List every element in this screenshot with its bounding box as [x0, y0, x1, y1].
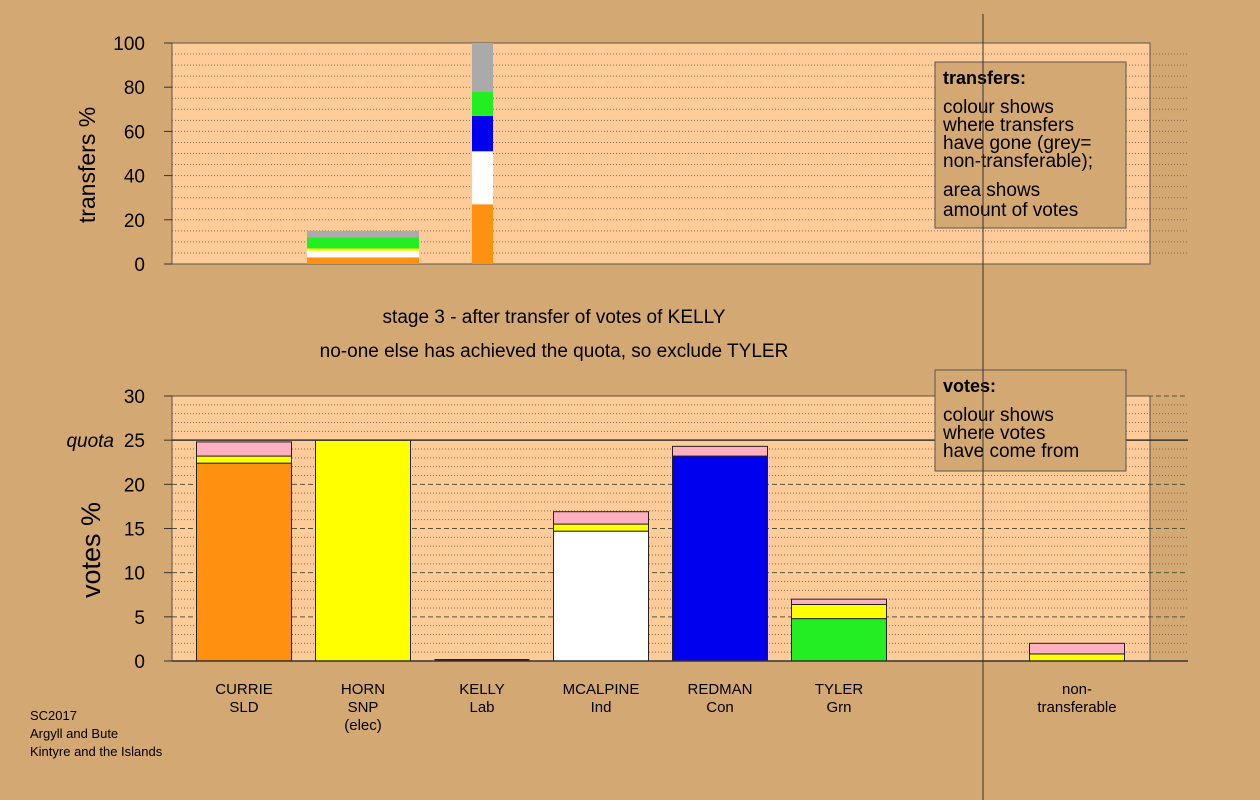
- transfers-y-tick-label: 100: [113, 34, 145, 55]
- footer-text: Kintyre and the Islands: [30, 744, 163, 759]
- transfer-bar-segment: [472, 115, 493, 152]
- candidate-party-label: transferable: [1037, 699, 1116, 716]
- stage-subtitle: no-one else has achieved the quota, so e…: [320, 341, 789, 362]
- votes-y-tick-label: 5: [134, 608, 145, 629]
- transfer-bar-segment: [472, 204, 493, 264]
- vote-bar-segment: [196, 441, 292, 457]
- transfers-y-tick-label: 20: [124, 211, 145, 232]
- transfers-legend-text: where transfers: [942, 115, 1074, 136]
- transfers-y-tick-label: 0: [134, 255, 145, 276]
- transfers-legend-text: amount of votes: [943, 200, 1078, 221]
- candidate-party-label: Grn: [826, 699, 851, 716]
- vote-bar-segment: [672, 445, 768, 457]
- transfer-bar-segment: [307, 250, 419, 258]
- stage-title: stage 3 - after transfer of votes of KEL…: [383, 307, 726, 328]
- vote-bar-segment: [1029, 653, 1125, 662]
- vote-bar-segment: [672, 455, 768, 662]
- vote-bar-segment: [553, 511, 649, 525]
- footer-text: Argyll and Bute: [30, 726, 118, 741]
- transfers-y-tick-label: 80: [124, 78, 145, 99]
- transfers-legend-text: have gone (grey=: [943, 133, 1091, 154]
- vote-bar-segment: [553, 530, 649, 662]
- candidate-party-label: SLD: [229, 699, 258, 716]
- transfer-bar-segment: [307, 230, 419, 238]
- vote-bar-segment: [791, 598, 887, 605]
- transfers-y-axis-label: transfers %: [74, 107, 100, 223]
- votes-y-tick-label: 10: [124, 564, 145, 585]
- vote-bar-segment: [315, 439, 411, 662]
- transfer-bar-segment: [307, 248, 419, 251]
- vote-bar-segment: [1029, 642, 1125, 655]
- votes-legend-text: where votes: [942, 423, 1045, 444]
- candidate-name-label: HORN: [341, 681, 385, 698]
- transfers-legend-title: transfers:: [943, 68, 1026, 88]
- votes-legend-box: [934, 369, 1127, 472]
- votes-legend-title: votes:: [943, 376, 996, 396]
- transfers-y-tick-label: 60: [124, 122, 145, 143]
- candidate-status-label: (elec): [344, 717, 382, 734]
- vote-bar-segment: [196, 462, 292, 662]
- footer-text: SC2017: [30, 708, 77, 723]
- votes-y-tick-label: 25: [124, 431, 145, 452]
- transfers-legend-box: [934, 61, 1127, 229]
- transfers-legend-text: colour shows: [943, 97, 1054, 118]
- candidate-name-label: TYLER: [815, 681, 864, 698]
- transfers-legend-text: non-transferable);: [943, 151, 1093, 172]
- vote-bar-segment: [791, 603, 887, 620]
- candidate-party-label: Con: [706, 699, 734, 716]
- vote-bar-segment: [553, 523, 649, 532]
- candidate-name-label: MCALPINE: [563, 681, 640, 698]
- candidate-name-label: non-: [1062, 681, 1092, 698]
- votes-y-tick-label: 15: [124, 520, 145, 541]
- transfer-bar-segment: [307, 237, 419, 249]
- votes-y-tick-label: 30: [124, 387, 145, 408]
- candidate-party-label: SNP: [348, 699, 379, 716]
- vote-bar-segment: [791, 618, 887, 662]
- vote-bar-segment: [196, 455, 292, 464]
- transfers-legend-text: area shows: [943, 180, 1040, 201]
- candidate-name-label: KELLY: [459, 681, 505, 698]
- transfer-bar-segment: [472, 91, 493, 116]
- votes-legend-text: colour shows: [943, 405, 1054, 426]
- candidate-name-label: REDMAN: [687, 681, 752, 698]
- transfers-y-tick-label: 40: [124, 167, 145, 188]
- candidate-party-label: Ind: [591, 699, 612, 716]
- candidate-party-label: Lab: [469, 699, 494, 716]
- transfer-bar-segment: [472, 151, 493, 205]
- transfer-bar-segment: [472, 43, 493, 92]
- transfer-bar-segment: [307, 257, 419, 264]
- quota-label: quota: [66, 431, 114, 452]
- votes-y-tick-label: 20: [124, 475, 145, 496]
- votes-legend-text: have come from: [943, 441, 1079, 462]
- votes-y-axis-label: votes %: [76, 502, 106, 598]
- candidate-name-label: CURRIE: [215, 681, 273, 698]
- votes-y-tick-label: 0: [134, 652, 145, 673]
